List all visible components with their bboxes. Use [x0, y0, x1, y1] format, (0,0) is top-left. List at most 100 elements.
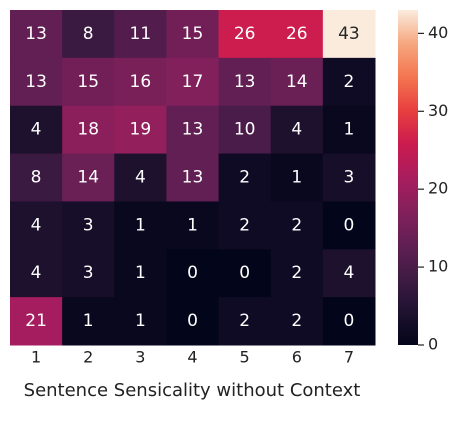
cell-label: 13 — [182, 120, 204, 140]
cell — [218, 201, 272, 250]
cell — [322, 201, 376, 250]
cell — [114, 153, 167, 202]
cell-label: 1 — [187, 215, 198, 235]
x-tick-label: 7 — [344, 348, 354, 367]
colorbar — [398, 10, 418, 345]
colorbar-tick-label: 30 — [428, 101, 448, 120]
x-axis-label: Sentence Sensicality without Context — [24, 380, 361, 401]
cell — [218, 249, 272, 298]
cell — [270, 105, 324, 155]
cell-label: 13 — [234, 72, 256, 92]
cell — [218, 297, 272, 346]
cell-label: 4 — [31, 215, 42, 235]
cell-label: 3 — [344, 168, 355, 188]
cell — [62, 153, 115, 202]
cell-label: 0 — [187, 311, 198, 331]
cell — [166, 10, 220, 59]
cell-label: 13 — [25, 24, 47, 44]
cell — [270, 57, 324, 107]
x-tick-label: 1 — [31, 348, 41, 367]
cell — [10, 297, 63, 346]
cell — [322, 10, 376, 59]
cell-label: 14 — [77, 168, 99, 188]
cell-label: 13 — [182, 168, 204, 188]
cell — [114, 297, 167, 346]
cell — [10, 249, 63, 298]
cell-label: 2 — [291, 215, 302, 235]
cell-label: 8 — [83, 24, 94, 44]
cell — [218, 57, 272, 107]
cell — [270, 201, 324, 250]
cell — [10, 201, 63, 250]
cell — [166, 57, 220, 107]
cell — [114, 105, 167, 155]
cell — [218, 153, 272, 202]
cell — [10, 105, 63, 155]
x-tick-label: 6 — [292, 348, 302, 367]
cell — [114, 57, 167, 107]
cell — [322, 297, 376, 346]
colorbar-tick-label: 40 — [428, 23, 448, 42]
cell — [10, 57, 63, 107]
cell — [166, 201, 220, 250]
cell — [166, 297, 220, 346]
x-tick-label: 5 — [240, 348, 250, 367]
cell — [270, 153, 324, 202]
cell — [218, 10, 272, 59]
colorbar-tick-label: 10 — [428, 257, 448, 276]
cell — [10, 153, 63, 202]
cell-label: 4 — [291, 120, 302, 140]
cell-label: 4 — [344, 263, 355, 283]
cell-label: 15 — [182, 24, 204, 44]
cell-label: 0 — [239, 263, 250, 283]
cell — [270, 10, 324, 59]
cell-label: 1 — [135, 263, 146, 283]
cell-label: 2 — [239, 215, 250, 235]
cell-label: 11 — [130, 24, 152, 44]
cell — [322, 249, 376, 298]
cell-label: 3 — [83, 263, 94, 283]
cell-label: 4 — [31, 120, 42, 140]
cell — [62, 10, 115, 59]
cell — [62, 297, 115, 346]
cell-label: 1 — [135, 311, 146, 331]
cell-label: 43 — [338, 24, 360, 44]
cell-label: 4 — [31, 263, 42, 283]
cell-label: 2 — [291, 311, 302, 331]
cell-label: 1 — [83, 311, 94, 331]
cell — [166, 105, 220, 155]
cell-label: 2 — [344, 72, 355, 92]
cell-label: 8 — [31, 168, 42, 188]
cell — [166, 249, 220, 298]
x-tick-label: 4 — [187, 348, 197, 367]
cell-label: 2 — [239, 168, 250, 188]
cell — [270, 249, 324, 298]
cell — [218, 105, 272, 155]
x-tick-label: 3 — [135, 348, 145, 367]
cell — [322, 105, 376, 155]
cell-label: 10 — [234, 120, 256, 140]
cell-label: 16 — [130, 72, 152, 92]
cell-label: 21 — [25, 311, 47, 331]
cell — [270, 297, 324, 346]
cell-label: 0 — [187, 263, 198, 283]
cell — [322, 153, 376, 202]
cell-label: 1 — [344, 120, 355, 140]
cell — [10, 10, 63, 59]
cell-label: 15 — [77, 72, 99, 92]
cell-label: 19 — [130, 120, 152, 140]
colorbar-tick-label: 0 — [428, 335, 438, 354]
cell — [62, 105, 115, 155]
cell — [322, 57, 376, 107]
cell-label: 18 — [77, 120, 99, 140]
cell-label: 14 — [286, 72, 308, 92]
colorbar-tick-label: 20 — [428, 179, 448, 198]
cell — [114, 249, 167, 298]
cell-label: 1 — [291, 168, 302, 188]
cell — [62, 57, 115, 107]
cell — [166, 153, 220, 202]
cell — [62, 249, 115, 298]
cell-label: 1 — [135, 215, 146, 235]
cell-label: 26 — [286, 24, 308, 44]
cell-label: 13 — [25, 72, 47, 92]
